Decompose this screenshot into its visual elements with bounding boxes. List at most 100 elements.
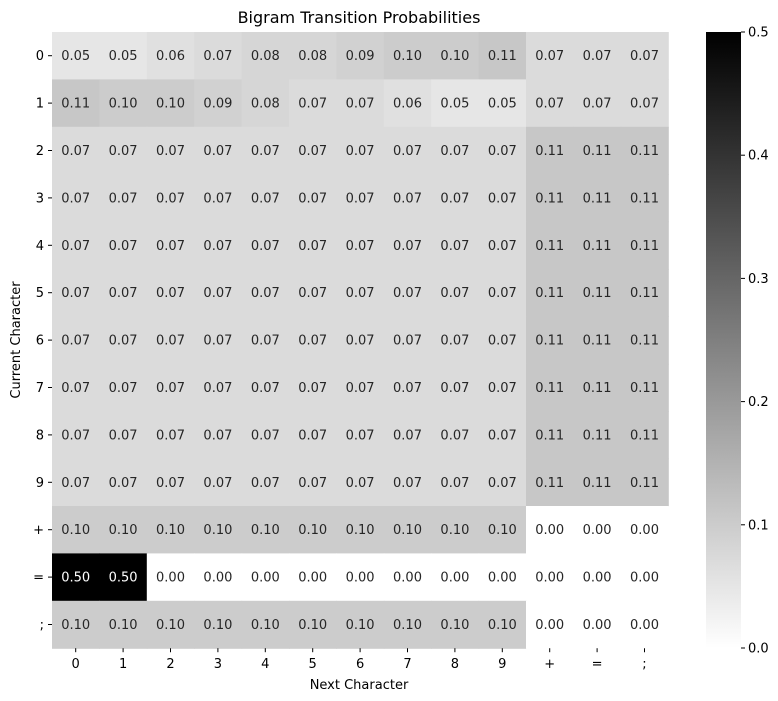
heatmap-cell xyxy=(620,411,669,460)
colorbar-tick-label: 0.2 xyxy=(748,395,769,410)
heatmap-cell xyxy=(526,600,574,649)
heatmap-cell xyxy=(146,600,195,649)
cell-value-label: 0.07 xyxy=(346,286,375,301)
heatmap-cell xyxy=(336,316,385,365)
cell-value-label: 0.07 xyxy=(298,239,327,254)
colorbar-tick-label: 0.3 xyxy=(748,272,769,287)
heatmap-cell xyxy=(573,269,622,317)
heatmap-cell xyxy=(526,174,574,223)
cell-value-label: 0.10 xyxy=(440,523,469,538)
heatmap-cell xyxy=(620,363,669,412)
cell-value-label: 0.06 xyxy=(156,49,185,64)
heatmap-cell xyxy=(336,411,385,460)
cell-value-label: 0.50 xyxy=(109,571,138,586)
cell-value-label: 0.11 xyxy=(583,334,612,349)
heatmap-cell xyxy=(52,174,100,223)
cell-value-label: 0.07 xyxy=(298,476,327,491)
y-tick-label: 3 xyxy=(36,191,44,206)
cell-value-label: 0.05 xyxy=(440,97,469,112)
heatmap-cell xyxy=(99,316,148,365)
heatmap-cell xyxy=(194,553,243,602)
heatmap-cell xyxy=(52,316,100,365)
cell-value-label: 0.07 xyxy=(203,239,232,254)
x-tick-label: ; xyxy=(642,657,646,672)
cell-value-label: 0.07 xyxy=(61,381,90,396)
heatmap-cell xyxy=(336,269,385,317)
cell-value-label: 0.11 xyxy=(583,381,612,396)
heatmap-cell xyxy=(383,174,432,223)
cell-value-label: 0.11 xyxy=(535,286,564,301)
cell-value-label: 0.09 xyxy=(203,97,232,112)
heatmap-cell xyxy=(431,363,480,412)
x-tick-label: 4 xyxy=(261,657,269,672)
cell-value-label: 0.07 xyxy=(440,239,469,254)
y-axis-ticks: 0 1 2 3 4 5 6 7 8 9 + =; xyxy=(33,49,52,633)
heatmap-cell xyxy=(526,506,574,554)
heatmap-cell xyxy=(573,221,622,270)
cell-value-label: 0.00 xyxy=(251,571,280,586)
heatmap-cell xyxy=(478,553,527,602)
heatmap-cell xyxy=(52,458,100,507)
cell-value-label: 0.10 xyxy=(393,49,422,64)
cell-value-label: 0.11 xyxy=(583,428,612,443)
cell-value-label: 0.11 xyxy=(535,191,564,206)
heatmap-cell xyxy=(52,126,100,175)
heatmap-cell xyxy=(526,269,574,317)
cell-value-label: 0.11 xyxy=(535,381,564,396)
heatmap-cell xyxy=(526,126,574,175)
cell-value-label: 0.00 xyxy=(156,571,185,586)
cell-value-label: 0.07 xyxy=(393,428,422,443)
cell-value-label: 0.07 xyxy=(109,476,138,491)
heatmap-cell xyxy=(289,553,337,602)
heatmap-cell xyxy=(194,174,243,223)
heatmap-cell xyxy=(336,363,385,412)
cell-value-label: 0.10 xyxy=(298,523,327,538)
heatmap-cell xyxy=(620,174,669,223)
heatmap-cell xyxy=(241,79,290,128)
heatmap-cell xyxy=(620,458,669,507)
cell-value-label: 0.07 xyxy=(298,97,327,112)
cell-value-label: 0.07 xyxy=(251,286,280,301)
cell-value-label: 0.00 xyxy=(440,571,469,586)
cell-value-label: 0.07 xyxy=(393,334,422,349)
heatmap-cell xyxy=(241,458,290,507)
heatmap-cell xyxy=(383,600,432,649)
cell-value-label: 0.07 xyxy=(251,191,280,206)
heatmap-cell xyxy=(383,553,432,602)
colorbar-tick-label: 0.4 xyxy=(748,149,769,164)
heatmap-cell xyxy=(336,126,385,175)
cell-value-label: 0.07 xyxy=(109,239,138,254)
heatmap-cell xyxy=(289,221,337,270)
cell-value-label: 0.11 xyxy=(630,428,659,443)
cell-value-label: 0.10 xyxy=(440,618,469,633)
heatmap-cell xyxy=(52,79,100,128)
cell-value-label: 0.11 xyxy=(535,428,564,443)
heatmap-cell xyxy=(383,269,432,317)
heatmap-cell xyxy=(478,600,527,649)
y-tick-label: 1 xyxy=(36,97,44,112)
heatmap-cell xyxy=(526,221,574,270)
cell-value-label: 0.11 xyxy=(61,97,90,112)
cell-value-label: 0.07 xyxy=(251,476,280,491)
cell-value-label: 0.07 xyxy=(393,239,422,254)
y-tick-label: 0 xyxy=(36,49,44,64)
cell-value-label: 0.07 xyxy=(488,428,517,443)
heatmap-cell xyxy=(526,553,574,602)
cell-value-label: 0.00 xyxy=(583,618,612,633)
heatmap-cell xyxy=(620,316,669,365)
heatmap-cell xyxy=(194,600,243,649)
heatmap-cell xyxy=(478,411,527,460)
cell-value-label: 0.07 xyxy=(440,381,469,396)
cell-value-label: 0.07 xyxy=(630,49,659,64)
heatmap-cell xyxy=(620,600,669,649)
cell-value-label: 0.07 xyxy=(393,191,422,206)
cell-value-label: 0.07 xyxy=(61,191,90,206)
heatmap-cell xyxy=(146,221,195,270)
cell-value-label: 0.10 xyxy=(156,618,185,633)
cell-value-label: 0.07 xyxy=(346,476,375,491)
heatmap-cell xyxy=(99,174,148,223)
cell-value-label: 0.07 xyxy=(488,144,517,159)
heatmap-cell xyxy=(478,269,527,317)
cell-value-label: 0.07 xyxy=(488,334,517,349)
cell-value-label: 0.07 xyxy=(488,286,517,301)
